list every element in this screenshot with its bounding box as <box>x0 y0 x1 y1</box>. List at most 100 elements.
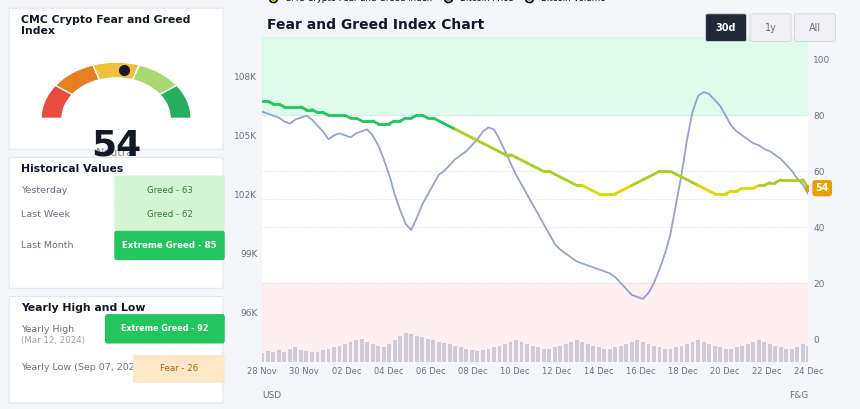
Bar <box>514 340 518 362</box>
Bar <box>647 344 650 362</box>
Bar <box>773 346 777 362</box>
Bar <box>398 337 402 362</box>
Text: Last Week: Last Week <box>21 210 70 219</box>
Bar <box>558 346 562 362</box>
Bar <box>332 347 336 362</box>
Bar <box>757 340 761 362</box>
Bar <box>707 344 711 362</box>
FancyBboxPatch shape <box>9 297 223 403</box>
Bar <box>387 344 391 362</box>
FancyBboxPatch shape <box>132 355 224 383</box>
Bar <box>674 347 678 362</box>
FancyBboxPatch shape <box>114 200 224 229</box>
Bar <box>630 342 634 362</box>
Text: USD: USD <box>262 391 281 400</box>
Bar <box>734 347 739 362</box>
Bar <box>299 350 303 362</box>
Bar <box>592 346 595 362</box>
Bar <box>382 347 385 362</box>
Bar <box>685 344 689 362</box>
Bar <box>404 333 408 362</box>
Bar <box>262 283 808 362</box>
Bar <box>272 353 275 362</box>
Bar <box>262 37 808 115</box>
FancyBboxPatch shape <box>9 8 223 149</box>
Bar <box>343 344 347 362</box>
Bar <box>426 339 430 362</box>
Text: (Mar 12, 2024): (Mar 12, 2024) <box>21 336 85 345</box>
FancyBboxPatch shape <box>9 157 223 288</box>
Text: Greed - 62: Greed - 62 <box>146 210 193 219</box>
FancyBboxPatch shape <box>105 314 224 344</box>
Bar <box>696 340 700 362</box>
Bar <box>448 344 452 362</box>
Bar <box>619 346 623 362</box>
Bar <box>409 334 413 362</box>
Bar <box>531 346 535 362</box>
Legend: CMC Crypto Fear and Greed Index, Bitcoin Price, Bitcoin Volume: CMC Crypto Fear and Greed Index, Bitcoin… <box>261 0 609 7</box>
Text: Historical Values: Historical Values <box>21 164 123 174</box>
Bar <box>481 350 485 362</box>
Bar <box>729 349 733 362</box>
Bar <box>668 349 673 362</box>
Bar <box>553 347 556 362</box>
Bar <box>519 342 524 362</box>
Bar <box>277 350 280 362</box>
Bar <box>393 340 396 362</box>
FancyBboxPatch shape <box>114 231 224 260</box>
Bar <box>641 342 645 362</box>
Bar <box>768 344 771 362</box>
Text: 1y: 1y <box>765 22 777 33</box>
FancyBboxPatch shape <box>706 14 746 41</box>
Bar <box>304 351 309 362</box>
Bar <box>327 349 330 362</box>
Bar <box>348 342 353 362</box>
Bar <box>282 352 286 362</box>
Bar <box>266 351 270 362</box>
Bar <box>762 342 766 362</box>
Bar <box>354 340 358 362</box>
Bar <box>442 343 446 362</box>
Text: Fear - 26: Fear - 26 <box>160 364 198 373</box>
Bar <box>547 349 551 362</box>
Bar <box>613 347 617 362</box>
Bar <box>564 344 568 362</box>
Text: Fear and Greed Index Chart: Fear and Greed Index Chart <box>267 18 484 32</box>
Bar <box>453 346 458 362</box>
Bar <box>801 344 805 362</box>
Bar <box>779 347 783 362</box>
Bar <box>784 349 789 362</box>
Bar <box>464 349 469 362</box>
Text: Extreme Greed - 85: Extreme Greed - 85 <box>122 241 217 250</box>
Text: Yearly High: Yearly High <box>21 325 74 334</box>
Bar <box>421 337 424 362</box>
Bar <box>476 351 479 362</box>
FancyBboxPatch shape <box>795 14 835 41</box>
Bar <box>293 347 298 362</box>
Bar <box>261 353 264 362</box>
Bar <box>437 342 440 362</box>
Bar <box>366 342 369 362</box>
Bar <box>691 342 695 362</box>
Bar <box>310 353 314 362</box>
Bar <box>525 344 529 362</box>
Text: Yearly Low (Sep 07, 2024): Yearly Low (Sep 07, 2024) <box>21 363 144 372</box>
Text: F&G: F&G <box>789 391 808 400</box>
Bar <box>636 340 639 362</box>
Bar <box>359 339 364 362</box>
Bar <box>470 350 474 362</box>
Bar <box>580 342 584 362</box>
Bar <box>371 344 375 362</box>
Bar <box>492 347 496 362</box>
Text: Yesterday: Yesterday <box>21 186 67 195</box>
Bar <box>807 346 810 362</box>
Text: Yearly High and Low: Yearly High and Low <box>21 303 145 312</box>
Bar <box>586 344 590 362</box>
Bar <box>503 344 507 362</box>
Text: Index: Index <box>21 26 55 36</box>
FancyBboxPatch shape <box>114 175 224 205</box>
Bar <box>663 349 667 362</box>
Bar <box>338 346 341 362</box>
Text: CMC Crypto Fear and Greed: CMC Crypto Fear and Greed <box>21 15 190 25</box>
Bar <box>658 347 661 362</box>
